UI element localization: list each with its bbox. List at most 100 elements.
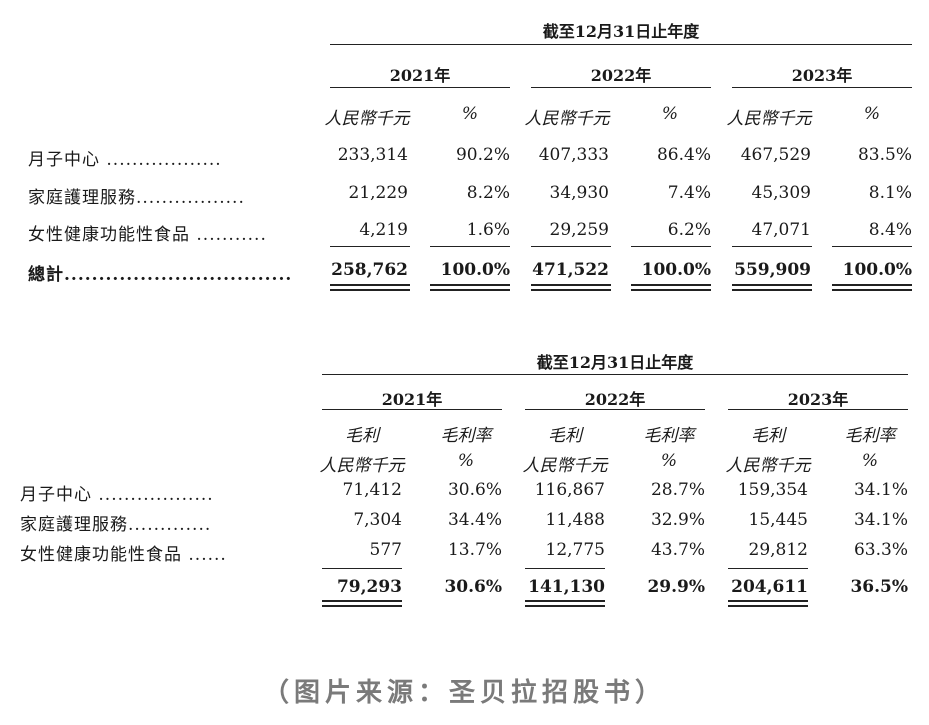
t1-total-cell: 100.0% (842, 260, 912, 280)
t1-unit: % (461, 104, 479, 124)
t2-sum-rule (525, 568, 605, 569)
t2-cell: 13.7% (447, 540, 502, 560)
t2-unit: 人民幣千元 (319, 456, 405, 476)
t1-total-double-rule (832, 284, 912, 291)
t2-total-cell: 204,611 (731, 577, 808, 597)
t1-sum-rule (631, 246, 711, 247)
image-source-caption: （图片来源：圣贝拉招股书） (262, 678, 666, 708)
t1-total-cell: 559,909 (734, 260, 811, 280)
t2-unit: % (861, 451, 879, 471)
t1-period-header: 截至12月31日止年度 (542, 22, 700, 41)
t2-col-title: 毛利 (751, 426, 785, 446)
t1-sum-rule (531, 246, 611, 247)
t2-year-rule-2022 (525, 409, 705, 410)
t1-unit: % (863, 104, 881, 124)
t1-year-2022: 2022年 (590, 66, 652, 85)
t1-period-rule (330, 44, 912, 45)
t2-year-2021: 2021年 (381, 390, 443, 409)
t2-unit: % (457, 451, 475, 471)
t2-cell: 30.6% (447, 480, 502, 500)
t1-cell: 83.5% (857, 145, 912, 165)
t2-cell: 11,488 (545, 510, 605, 530)
t1-year-2023: 2023年 (791, 66, 853, 85)
t1-total-double-rule (631, 284, 711, 291)
t1-sum-rule (832, 246, 912, 247)
t1-year-rule-2021 (330, 87, 510, 88)
t2-row-label: 家庭護理服務............. (20, 515, 212, 535)
t2-total-cell: 29.9% (647, 577, 705, 597)
t1-unit: 人民幣千元 (524, 109, 610, 129)
t1-cell: 29,259 (549, 220, 609, 240)
t1-cell: 34,930 (549, 183, 609, 203)
t2-period-rule (322, 374, 908, 375)
t1-unit: 人民幣千元 (726, 109, 812, 129)
t2-unit: 人民幣千元 (522, 456, 608, 476)
t2-total-cell: 141,130 (528, 577, 605, 597)
t2-total-double-rule (525, 600, 605, 607)
t2-cell: 34.1% (853, 510, 908, 530)
t1-cell: 1.6% (466, 220, 510, 240)
t1-cell: 8.2% (466, 183, 510, 203)
t2-row-label: 月子中心 .................. (20, 485, 214, 505)
t1-year-rule-2023 (732, 87, 912, 88)
t2-col-title: 毛利率 (844, 426, 896, 446)
t1-sum-rule (430, 246, 510, 247)
t1-cell: 8.1% (868, 183, 912, 203)
t2-cell: 29,812 (748, 540, 808, 560)
t2-sum-rule (728, 568, 808, 569)
t2-cell: 116,867 (534, 480, 605, 500)
t2-unit: 人民幣千元 (725, 456, 811, 476)
t2-cell: 7,304 (353, 510, 402, 530)
t2-year-2022: 2022年 (584, 390, 646, 409)
t2-total-double-rule (322, 600, 402, 607)
t1-cell: 407,333 (538, 145, 609, 165)
t1-cell: 7.4% (667, 183, 711, 203)
t1-total-double-rule (732, 284, 812, 291)
t2-cell: 159,354 (737, 480, 808, 500)
t1-cell: 90.2% (455, 145, 510, 165)
t2-col-title: 毛利 (548, 426, 582, 446)
t1-sum-rule (732, 246, 812, 247)
t2-row-label: 女性健康功能性食品 ...... (20, 545, 227, 565)
t2-cell: 71,412 (342, 480, 402, 500)
t2-total-double-rule (728, 600, 808, 607)
t2-col-title: 毛利率 (440, 426, 492, 446)
t1-row-label: 月子中心 .................. (28, 150, 222, 170)
t2-year-rule-2023 (728, 409, 908, 410)
t1-cell: 21,229 (348, 183, 408, 203)
t2-total-cell: 36.5% (850, 577, 908, 597)
t1-total-label: 總計................................. (28, 265, 293, 285)
t2-col-title: 毛利率 (643, 426, 695, 446)
t2-cell: 28.7% (650, 480, 705, 500)
t2-unit: % (660, 451, 678, 471)
t1-total-cell: 100.0% (641, 260, 711, 280)
t1-row-label: 女性健康功能性食品 ........... (28, 225, 267, 245)
t1-cell: 45,309 (751, 183, 811, 203)
t2-cell: 34.4% (447, 510, 502, 530)
t2-cell: 15,445 (748, 510, 808, 530)
t2-cell: 63.3% (853, 540, 908, 560)
t1-year-2021: 2021年 (389, 66, 451, 85)
t1-cell: 6.2% (667, 220, 711, 240)
t1-total-double-rule (430, 284, 510, 291)
t2-cell: 34.1% (853, 480, 908, 500)
t1-unit: 人民幣千元 (324, 109, 410, 129)
t2-sum-rule (322, 568, 402, 569)
t1-row-label: 家庭護理服務................. (28, 188, 245, 208)
t2-year-2023: 2023年 (787, 390, 849, 409)
t1-unit: % (661, 104, 679, 124)
t1-total-cell: 258,762 (331, 260, 408, 280)
t1-total-cell: 100.0% (440, 260, 510, 280)
t2-period-header: 截至12月31日止年度 (536, 353, 694, 372)
t2-total-cell: 30.6% (444, 577, 502, 597)
t1-cell: 8.4% (868, 220, 912, 240)
t2-cell: 577 (369, 540, 402, 560)
t2-cell: 32.9% (650, 510, 705, 530)
t2-col-title: 毛利 (345, 426, 379, 446)
t1-cell: 47,071 (751, 220, 811, 240)
t1-total-cell: 471,522 (532, 260, 609, 280)
t2-cell: 43.7% (650, 540, 705, 560)
t1-total-double-rule (330, 284, 410, 291)
t1-total-double-rule (531, 284, 611, 291)
t1-sum-rule (330, 246, 410, 247)
